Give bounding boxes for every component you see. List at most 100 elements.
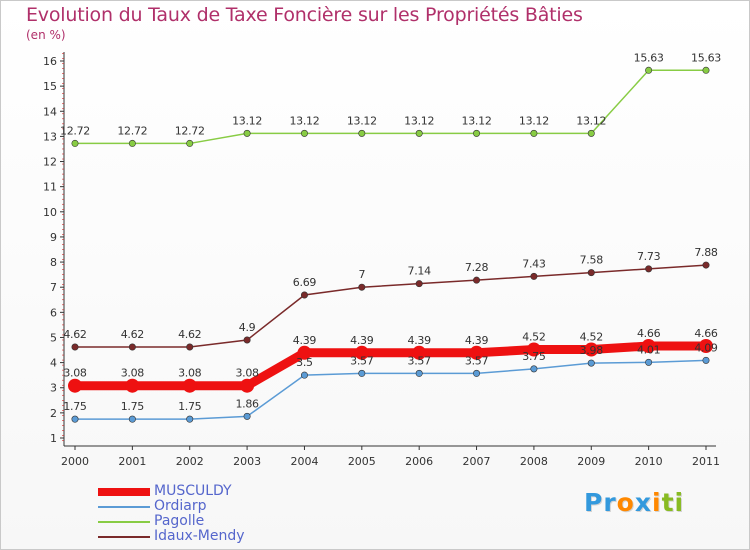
data-label: 7.58: [580, 254, 604, 267]
data-point: [526, 342, 541, 357]
data-point: [415, 129, 423, 137]
data-point: [415, 369, 423, 377]
data-label: 3.08: [121, 367, 145, 380]
x-tick-label: 2006: [405, 455, 433, 468]
logo-letter: o: [616, 488, 635, 517]
data-point: [358, 283, 366, 291]
legend-swatch: [98, 536, 150, 538]
data-point: [71, 415, 79, 423]
data-label: 3.08: [63, 367, 87, 380]
data-label: 1.75: [121, 400, 145, 413]
data-label: 4.62: [121, 328, 144, 341]
data-point: [415, 280, 423, 288]
data-label: 7.28: [465, 261, 489, 274]
y-tick-label: 2: [50, 407, 57, 420]
y-tick-label: 14: [43, 105, 57, 118]
data-label: 13.12: [404, 114, 434, 127]
data-label: 7.43: [522, 257, 546, 270]
data-label: 4.66: [694, 327, 718, 340]
logo-letter: x: [634, 488, 652, 517]
data-label: 4.39: [293, 334, 317, 347]
data-label: 3.57: [465, 354, 489, 367]
data-point: [71, 343, 79, 351]
data-point: [300, 129, 308, 137]
data-point: [473, 129, 481, 137]
data-label: 4.62: [178, 328, 201, 341]
logo-letter: P: [584, 488, 604, 517]
legend-swatch: [98, 506, 150, 508]
data-point: [186, 343, 194, 351]
legend-label: Pagolle: [154, 513, 205, 529]
chart-legend: MUSCULDY Ordiarp Pagolle Idaux-Mendy: [98, 484, 358, 544]
data-point: [128, 415, 136, 423]
series-line-pagolle: [75, 69, 706, 145]
x-tick-label: 2011: [692, 455, 720, 468]
data-point: [587, 359, 595, 367]
data-label: 3.57: [408, 354, 432, 367]
data-label: 15.63: [691, 51, 721, 64]
y-tick-label: 9: [50, 231, 57, 244]
data-label: 1.75: [178, 400, 202, 413]
data-point: [702, 66, 710, 74]
y-tick-label: 4: [50, 357, 57, 370]
y-tick-label: 12: [43, 156, 57, 169]
x-tick-label: 2007: [463, 455, 491, 468]
data-label: 7.88: [694, 246, 718, 259]
data-label: 7.14: [408, 265, 432, 278]
x-tick-label: 2003: [233, 455, 261, 468]
data-label: 3.57: [350, 354, 374, 367]
data-label: 13.12: [576, 114, 606, 127]
data-point: [702, 356, 710, 364]
data-label: 3.08: [235, 367, 259, 380]
data-point: [530, 272, 538, 280]
data-label: 13.12: [462, 114, 492, 127]
legend-item: Ordiarp: [98, 499, 358, 514]
data-point: [587, 269, 595, 277]
data-point: [584, 342, 599, 357]
data-point: [243, 336, 251, 344]
data-point: [645, 265, 653, 273]
x-tick-label: 2002: [176, 455, 204, 468]
data-label: 7.73: [637, 250, 661, 263]
series-line-musculdy: [70, 341, 711, 391]
data-point: [530, 129, 538, 137]
y-tick-label: 1: [50, 432, 57, 445]
y-tick-label: 15: [43, 80, 57, 93]
data-point: [358, 129, 366, 137]
data-label: 3.5: [296, 356, 313, 369]
data-point: [71, 139, 79, 147]
data-label: 15.63: [634, 51, 664, 64]
series-line-idaux-mendy: [75, 264, 707, 348]
data-label: 3.75: [522, 350, 546, 363]
data-point: [473, 276, 481, 284]
y-tick-label: 10: [43, 206, 57, 219]
y-tick-label: 8: [50, 256, 57, 269]
x-tick-label: 2010: [635, 455, 663, 468]
data-label: 3.08: [178, 367, 202, 380]
data-label: 7: [358, 268, 365, 281]
legend-item: Idaux-Mendy: [98, 529, 358, 544]
data-label: 6.69: [293, 276, 317, 289]
data-label: 4.39: [408, 334, 432, 347]
legend-item: Pagolle: [98, 514, 358, 529]
x-tick-label: 2004: [290, 455, 318, 468]
data-label: 12.72: [175, 124, 205, 137]
y-tick-label: 5: [50, 331, 57, 344]
y-tick-label: 13: [43, 130, 57, 143]
series-line-ordiarp: [75, 359, 707, 420]
data-point: [641, 339, 656, 354]
data-label: 4.39: [350, 334, 374, 347]
data-point: [186, 139, 194, 147]
data-label: 13.12: [519, 114, 549, 127]
x-tick-label: 2005: [348, 455, 376, 468]
data-label: 4.39: [465, 334, 489, 347]
data-point: [182, 378, 197, 393]
logo-letter: i: [674, 488, 685, 517]
y-tick-label: 7: [50, 281, 57, 294]
data-point: [358, 369, 366, 377]
x-tick-label: 2000: [61, 455, 89, 468]
y-axis-unit: (en %): [26, 28, 66, 42]
y-tick-label: 16: [43, 55, 57, 68]
data-point: [473, 369, 481, 377]
